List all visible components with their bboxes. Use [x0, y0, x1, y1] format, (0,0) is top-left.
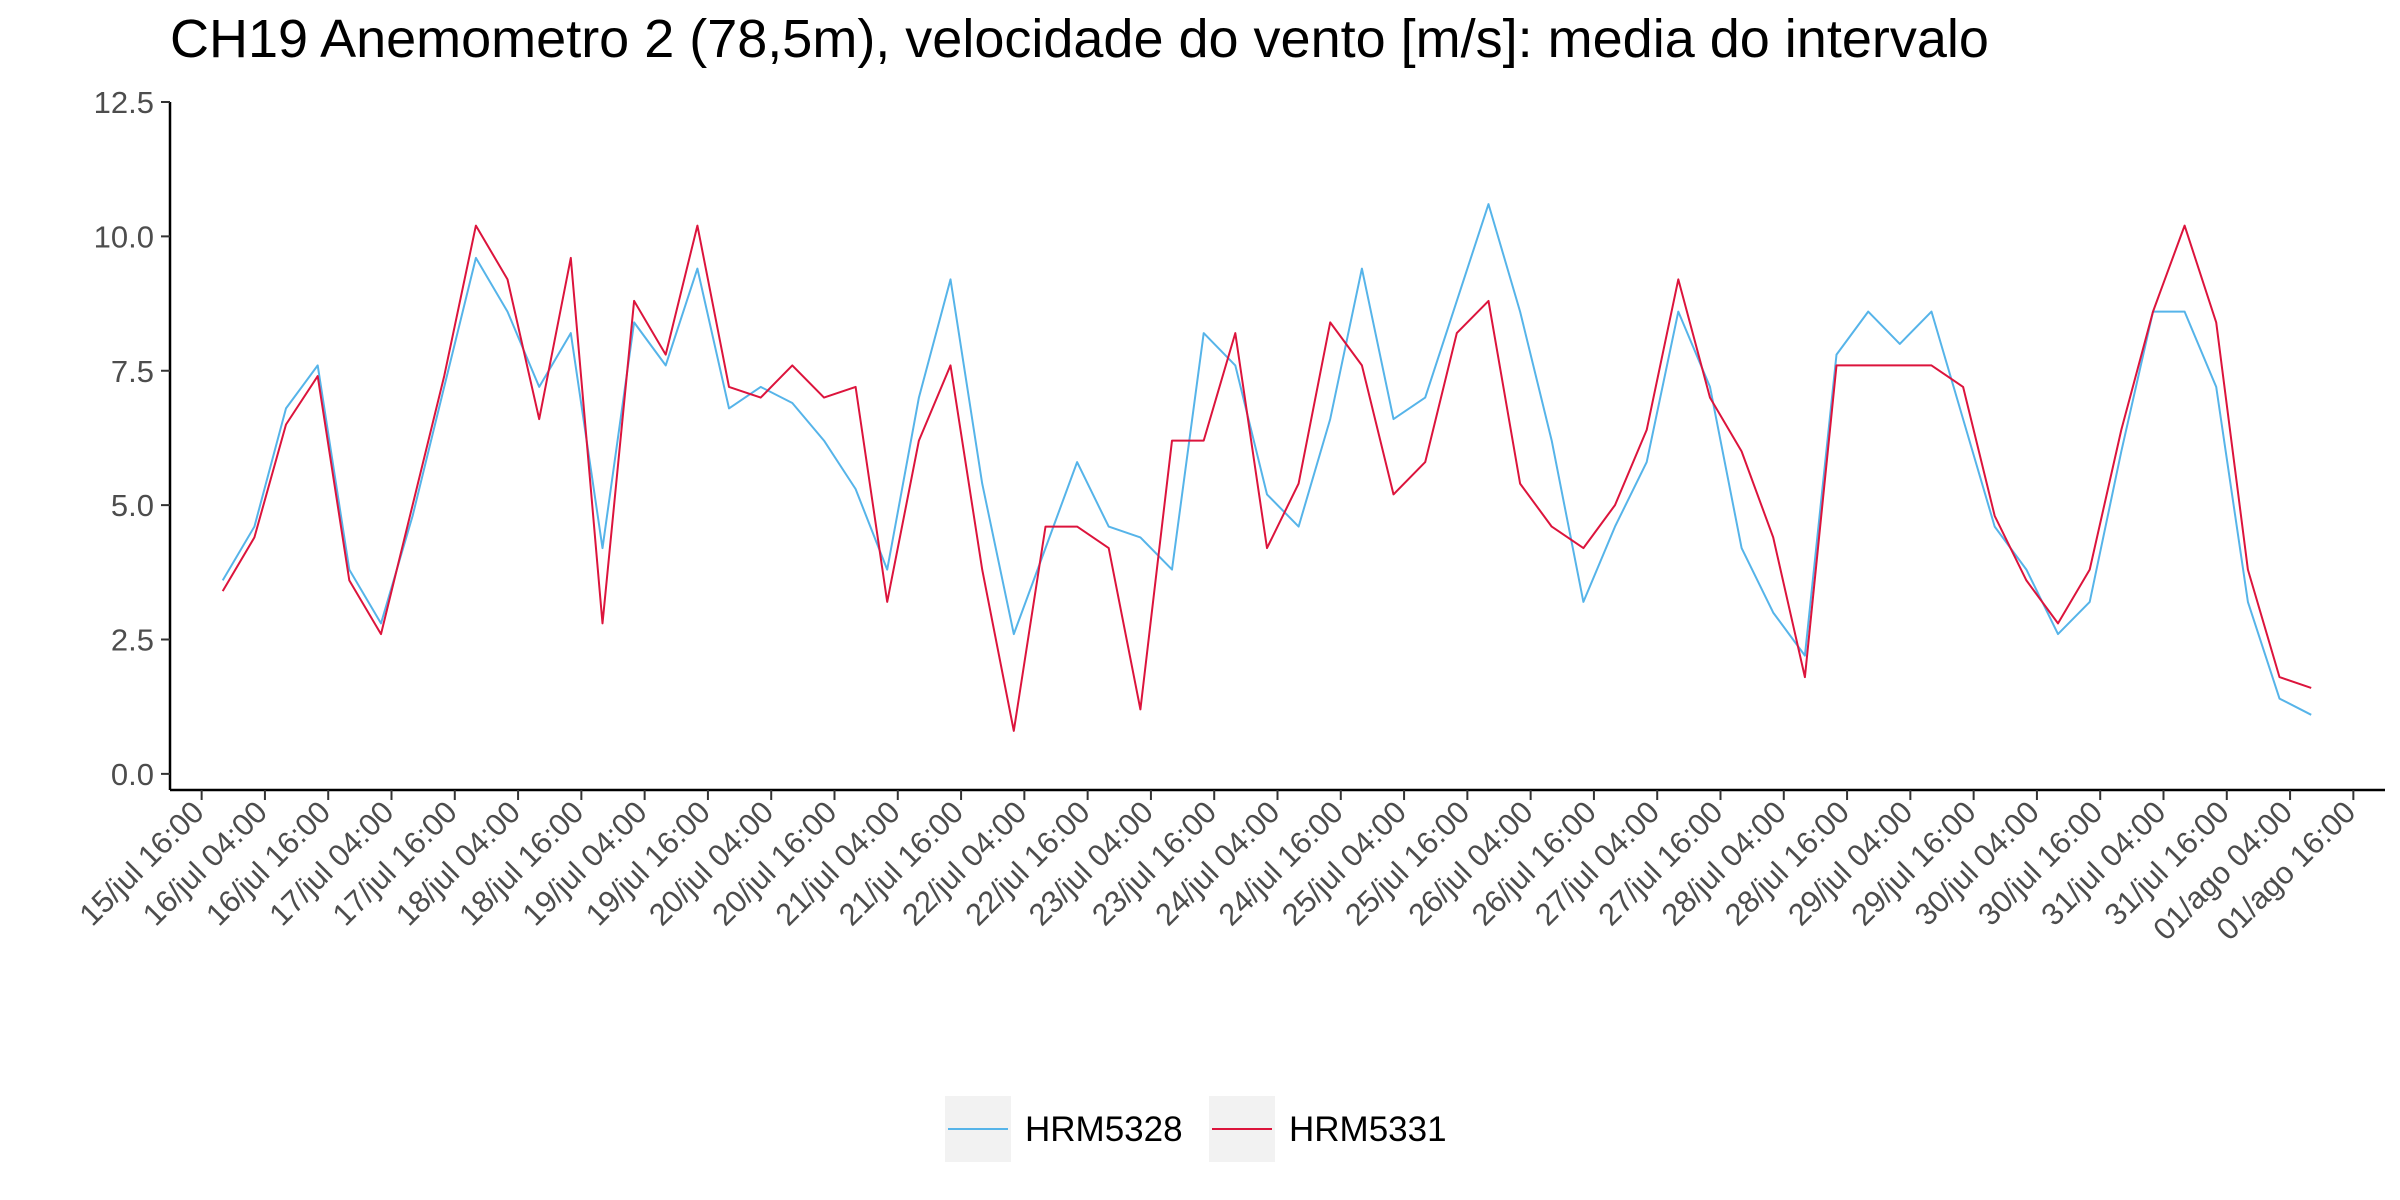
legend-label-hrm5331: HRM5331 — [1289, 1110, 1447, 1149]
y-tick-label: 2.5 — [111, 623, 154, 658]
chart-title: CH19 Anemometro 2 (78,5m), velocidade do… — [170, 9, 1989, 69]
legend: HRM5328 HRM5331 — [945, 1096, 1447, 1162]
y-tick-label: 12.5 — [94, 85, 154, 120]
legend-label-hrm5328: HRM5328 — [1025, 1110, 1183, 1149]
series-line-hrm5331 — [221, 224, 2312, 732]
series-layer — [221, 203, 2312, 732]
y-tick-label: 10.0 — [94, 219, 154, 254]
y-tick-label: 7.5 — [111, 354, 154, 389]
series-line-hrm5328 — [221, 203, 2312, 716]
y-tick-label: 5.0 — [111, 488, 154, 523]
y-axis: 0.0 2.5 5.0 7.5 10.0 12.5 — [94, 85, 172, 792]
y-tick-label: 0.0 — [111, 757, 154, 792]
